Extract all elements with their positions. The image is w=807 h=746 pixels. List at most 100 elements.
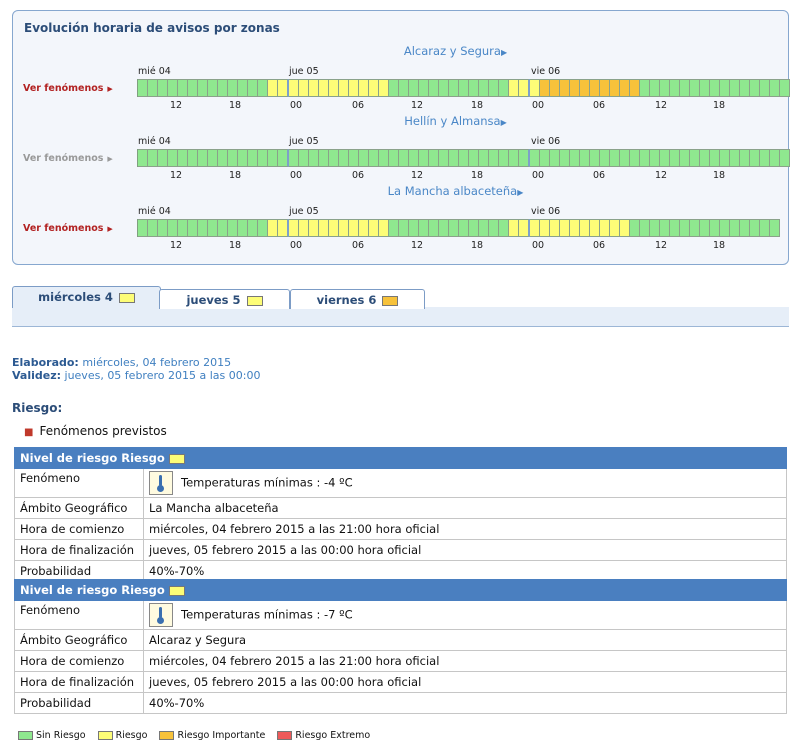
hour-cell[interactable] [489, 149, 499, 167]
hour-cell[interactable] [499, 219, 509, 237]
hour-cell[interactable] [258, 219, 268, 237]
hour-cell[interactable] [469, 79, 479, 97]
hour-cell[interactable] [590, 149, 600, 167]
hour-cell[interactable] [740, 219, 750, 237]
hour-cell[interactable] [399, 219, 409, 237]
hour-cell[interactable] [780, 149, 790, 167]
hour-cell[interactable] [760, 79, 770, 97]
hour-cell[interactable] [479, 79, 489, 97]
hour-cell[interactable] [740, 79, 750, 97]
hour-cell[interactable] [560, 219, 570, 237]
hour-cell[interactable] [178, 79, 188, 97]
hour-cell[interactable] [208, 79, 218, 97]
hour-cell[interactable] [640, 219, 650, 237]
hour-cell[interactable] [188, 219, 198, 237]
hour-cell[interactable] [660, 79, 670, 97]
hour-cell[interactable] [580, 219, 590, 237]
hour-cell[interactable] [580, 149, 590, 167]
hour-cell[interactable] [530, 79, 540, 97]
hour-cell[interactable] [670, 79, 680, 97]
hour-cell[interactable] [158, 79, 168, 97]
hour-cell[interactable] [700, 149, 710, 167]
hour-cell[interactable] [530, 149, 540, 167]
hour-cell[interactable] [349, 219, 359, 237]
hour-cell[interactable] [379, 219, 389, 237]
hour-cell[interactable] [519, 149, 530, 167]
hour-cell[interactable] [339, 149, 349, 167]
hour-cell[interactable] [690, 79, 700, 97]
hour-cell[interactable] [700, 219, 710, 237]
hour-cell[interactable] [630, 219, 640, 237]
hour-cell[interactable] [750, 149, 760, 167]
hour-cell[interactable] [409, 149, 419, 167]
hour-cell[interactable] [238, 219, 248, 237]
hour-cell[interactable] [710, 149, 720, 167]
tab-day-2[interactable]: jueves 5 [159, 289, 290, 309]
hour-cell[interactable] [670, 149, 680, 167]
hour-cell[interactable] [449, 149, 459, 167]
hour-cell[interactable] [278, 219, 289, 237]
hour-cell[interactable] [329, 219, 339, 237]
hour-cell[interactable] [680, 79, 690, 97]
hour-cell[interactable] [369, 219, 379, 237]
hour-cell[interactable] [750, 219, 760, 237]
hour-cell[interactable] [660, 219, 670, 237]
hour-cell[interactable] [429, 149, 439, 167]
hour-cell[interactable] [228, 219, 238, 237]
hour-cell[interactable] [620, 79, 630, 97]
hour-cell[interactable] [319, 79, 329, 97]
hour-cell[interactable] [630, 149, 640, 167]
hour-cell[interactable] [439, 219, 449, 237]
hour-cell[interactable] [289, 79, 299, 97]
hour-cell[interactable] [459, 219, 469, 237]
hour-cell[interactable] [449, 79, 459, 97]
hour-cell[interactable] [499, 149, 509, 167]
hour-cell[interactable] [630, 79, 640, 97]
hour-cell[interactable] [218, 149, 228, 167]
hour-cell[interactable] [770, 219, 780, 237]
hour-cell[interactable] [650, 79, 660, 97]
hour-cell[interactable] [540, 219, 550, 237]
hour-cell[interactable] [178, 219, 188, 237]
hour-cell[interactable] [168, 149, 178, 167]
hour-cell[interactable] [499, 79, 509, 97]
hour-cell[interactable] [469, 219, 479, 237]
hour-cell[interactable] [720, 219, 730, 237]
hour-cell[interactable] [550, 219, 560, 237]
hour-cell[interactable] [560, 149, 570, 167]
hour-cell[interactable] [148, 149, 158, 167]
hour-cell[interactable] [268, 79, 278, 97]
hour-cell[interactable] [268, 149, 278, 167]
hour-cell[interactable] [489, 79, 499, 97]
hour-cell[interactable] [590, 79, 600, 97]
hour-cell[interactable] [339, 79, 349, 97]
hour-cell[interactable] [268, 219, 278, 237]
zone-title-link[interactable]: La Mancha albaceteña▶ [13, 184, 788, 198]
hour-cell[interactable] [700, 79, 710, 97]
hour-cell[interactable] [359, 219, 369, 237]
hour-cell[interactable] [509, 149, 519, 167]
hour-cell[interactable] [720, 149, 730, 167]
hour-cell[interactable] [730, 149, 740, 167]
hour-cell[interactable] [770, 79, 780, 97]
hour-cell[interactable] [570, 149, 580, 167]
hour-cell[interactable] [289, 219, 299, 237]
hour-cell[interactable] [680, 219, 690, 237]
ver-fenomenos-link[interactable]: Ver fenómenos ▶ [23, 153, 113, 164]
hour-cell[interactable] [228, 149, 238, 167]
hour-cell[interactable] [449, 219, 459, 237]
hour-cell[interactable] [469, 149, 479, 167]
hour-cell[interactable] [289, 149, 299, 167]
hour-cell[interactable] [760, 149, 770, 167]
hour-cell[interactable] [359, 149, 369, 167]
hour-cell[interactable] [459, 79, 469, 97]
hour-cell[interactable] [409, 79, 419, 97]
hour-cell[interactable] [720, 79, 730, 97]
ver-fenomenos-link[interactable]: Ver fenómenos ▶ [23, 83, 113, 94]
hour-cell[interactable] [550, 79, 560, 97]
hour-cell[interactable] [158, 149, 168, 167]
hour-cell[interactable] [218, 219, 228, 237]
hour-cell[interactable] [760, 219, 770, 237]
hour-cell[interactable] [148, 219, 158, 237]
hour-cell[interactable] [218, 79, 228, 97]
